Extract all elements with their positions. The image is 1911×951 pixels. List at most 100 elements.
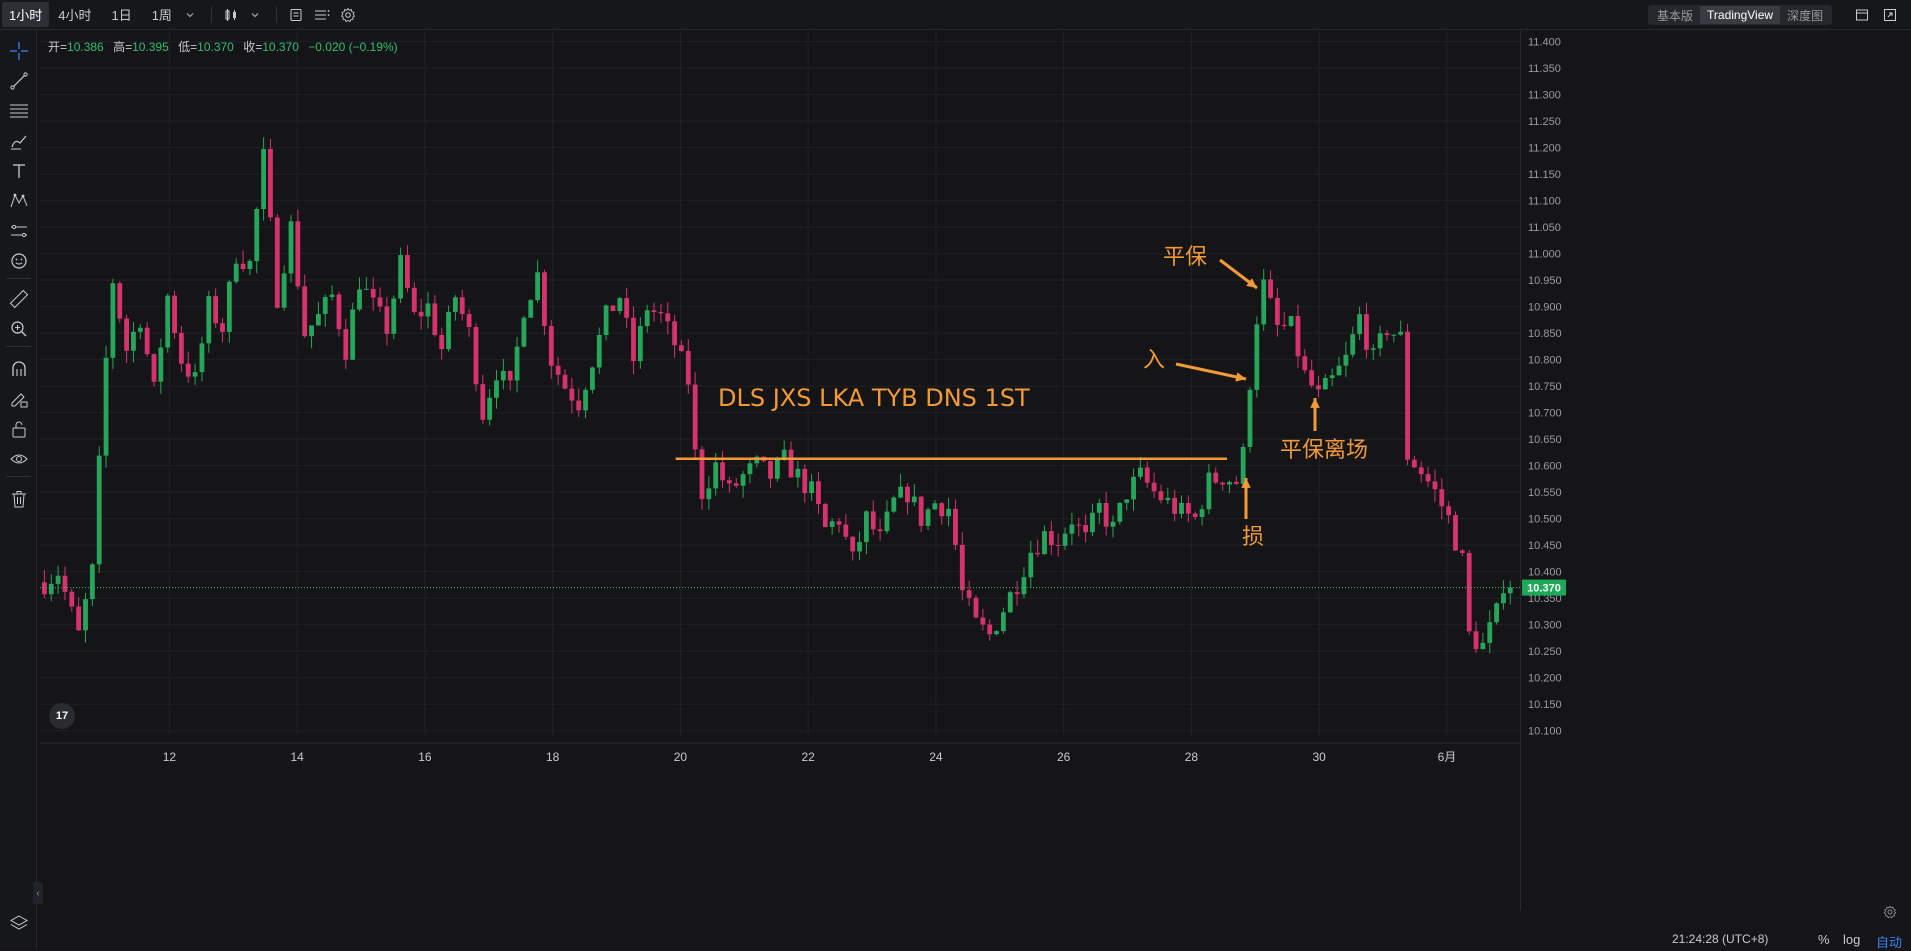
candle-body xyxy=(733,483,739,486)
candle-body xyxy=(583,389,588,411)
text-tool-icon[interactable] xyxy=(6,158,31,183)
collapse-toolbar-button[interactable]: ‹ xyxy=(33,882,43,904)
candle-body xyxy=(350,309,356,360)
candle-body xyxy=(631,317,636,362)
price-chart[interactable]: 12 14 16 18 20 22 24 26 28 30 6月 DLS JXS LKA TYB DN… xyxy=(40,31,1520,911)
candle-body xyxy=(165,295,171,348)
candle-body xyxy=(254,209,260,262)
candle-body xyxy=(1001,612,1006,632)
candle-body xyxy=(706,488,712,500)
timeframe-4h[interactable]: 4小时 xyxy=(58,8,92,23)
eye-icon[interactable] xyxy=(6,446,31,471)
close-label: 收= xyxy=(243,40,263,54)
candle-body xyxy=(665,313,671,322)
tab-tradingview[interactable]: TradingView xyxy=(1700,6,1781,24)
zoom-in-icon[interactable] xyxy=(6,316,31,341)
percent-toggle[interactable]: % xyxy=(1818,932,1830,947)
candle-body xyxy=(864,511,869,543)
candle-body xyxy=(925,509,931,526)
timeframe-1d[interactable]: 1日 xyxy=(111,8,132,23)
candle-body xyxy=(384,306,390,334)
candle-body xyxy=(1391,334,1397,336)
candle-body xyxy=(870,511,876,530)
settings-gear-icon[interactable] xyxy=(337,4,359,26)
candle-body xyxy=(425,303,431,317)
fullscreen-icon[interactable] xyxy=(1880,5,1900,25)
candle-body xyxy=(1446,506,1452,516)
y-tick-label: 11.200 xyxy=(1528,143,1561,155)
low-label: 低= xyxy=(178,40,198,54)
candle-body xyxy=(480,384,486,420)
candle-body xyxy=(816,481,821,505)
stop-label: 损 xyxy=(1242,525,1264,550)
candle-body xyxy=(1206,472,1212,510)
trash-icon[interactable] xyxy=(6,486,31,511)
candle-body xyxy=(1398,331,1404,335)
lock-drawing-icon[interactable] xyxy=(6,386,31,411)
candle-body xyxy=(980,617,986,625)
candle-body xyxy=(1364,314,1369,350)
chevron-down-icon[interactable] xyxy=(244,4,266,26)
candle-body xyxy=(124,318,129,351)
candle-body xyxy=(48,583,54,595)
tradingview-logo[interactable]: 17 xyxy=(49,703,75,729)
candle-body xyxy=(281,273,287,308)
prediction-icon[interactable] xyxy=(6,218,31,243)
pattern-icon[interactable] xyxy=(6,188,31,213)
candle-body xyxy=(1288,316,1294,326)
timeframe-1w[interactable]: 1周 xyxy=(151,8,172,23)
tab-depth-chart[interactable]: 深度图 xyxy=(1787,8,1824,23)
candle-body xyxy=(932,503,938,510)
trend-line-icon[interactable] xyxy=(6,68,31,93)
candle-body xyxy=(1014,592,1020,595)
candle-body xyxy=(466,314,472,328)
y-tick-label: 10.550 xyxy=(1528,487,1562,499)
candle-body xyxy=(514,346,520,381)
candle-body xyxy=(843,524,849,537)
ruler-icon[interactable] xyxy=(6,286,31,311)
candle-body xyxy=(1062,533,1068,546)
indicator-icon[interactable] xyxy=(285,4,307,26)
candle-body xyxy=(822,504,828,527)
candle-body xyxy=(377,297,383,307)
auto-scale-toggle[interactable]: 自动 xyxy=(1876,935,1903,950)
candle-body xyxy=(199,343,205,373)
candle-body xyxy=(274,217,280,308)
x-tick-label: 28 xyxy=(1185,750,1199,764)
emoji-icon[interactable] xyxy=(6,248,31,273)
candle-body xyxy=(644,310,650,326)
candle-body xyxy=(959,544,965,591)
magnet-icon[interactable] xyxy=(6,356,31,381)
axis-settings-gear-icon[interactable] xyxy=(1880,902,1900,922)
log-toggle[interactable]: log xyxy=(1843,932,1861,947)
crosshair-icon[interactable] xyxy=(6,38,31,63)
layout-icon[interactable] xyxy=(1852,5,1872,25)
y-tick-label: 11.150 xyxy=(1528,169,1561,181)
candle-body xyxy=(453,297,458,312)
candle-body xyxy=(953,508,958,545)
candle-body xyxy=(83,599,88,631)
y-tick-label: 10.250 xyxy=(1528,646,1562,658)
unlock-icon[interactable] xyxy=(6,416,31,441)
y-tick-label: 10.850 xyxy=(1528,328,1562,340)
candle-body xyxy=(555,365,561,375)
fib-lines-icon[interactable] xyxy=(6,98,31,123)
candle-type-icon[interactable] xyxy=(220,4,242,26)
candle-body xyxy=(391,298,397,334)
layers-icon[interactable] xyxy=(8,912,30,934)
candle-body xyxy=(1322,378,1328,390)
list-icon[interactable] xyxy=(311,4,333,26)
low-value: 10.370 xyxy=(197,40,234,54)
chevron-down-icon[interactable] xyxy=(179,4,201,26)
candle-body xyxy=(548,325,554,366)
change-value: −0.020 (−0.19%) xyxy=(308,40,398,54)
candle-body xyxy=(679,345,684,351)
brush-icon[interactable] xyxy=(6,128,31,153)
timeframe-1h[interactable]: 1小时 xyxy=(2,2,50,27)
tab-basic[interactable]: 基本版 xyxy=(1657,8,1694,23)
candle-body xyxy=(1151,482,1157,492)
price-axis[interactable]: 11.400 11.350 11.300 11.250 11.200 11.150 11.1… xyxy=(1520,31,1911,911)
y-tick-label: 10.800 xyxy=(1528,355,1562,367)
y-tick-label: 10.600 xyxy=(1528,461,1562,473)
candle-body xyxy=(918,496,924,526)
